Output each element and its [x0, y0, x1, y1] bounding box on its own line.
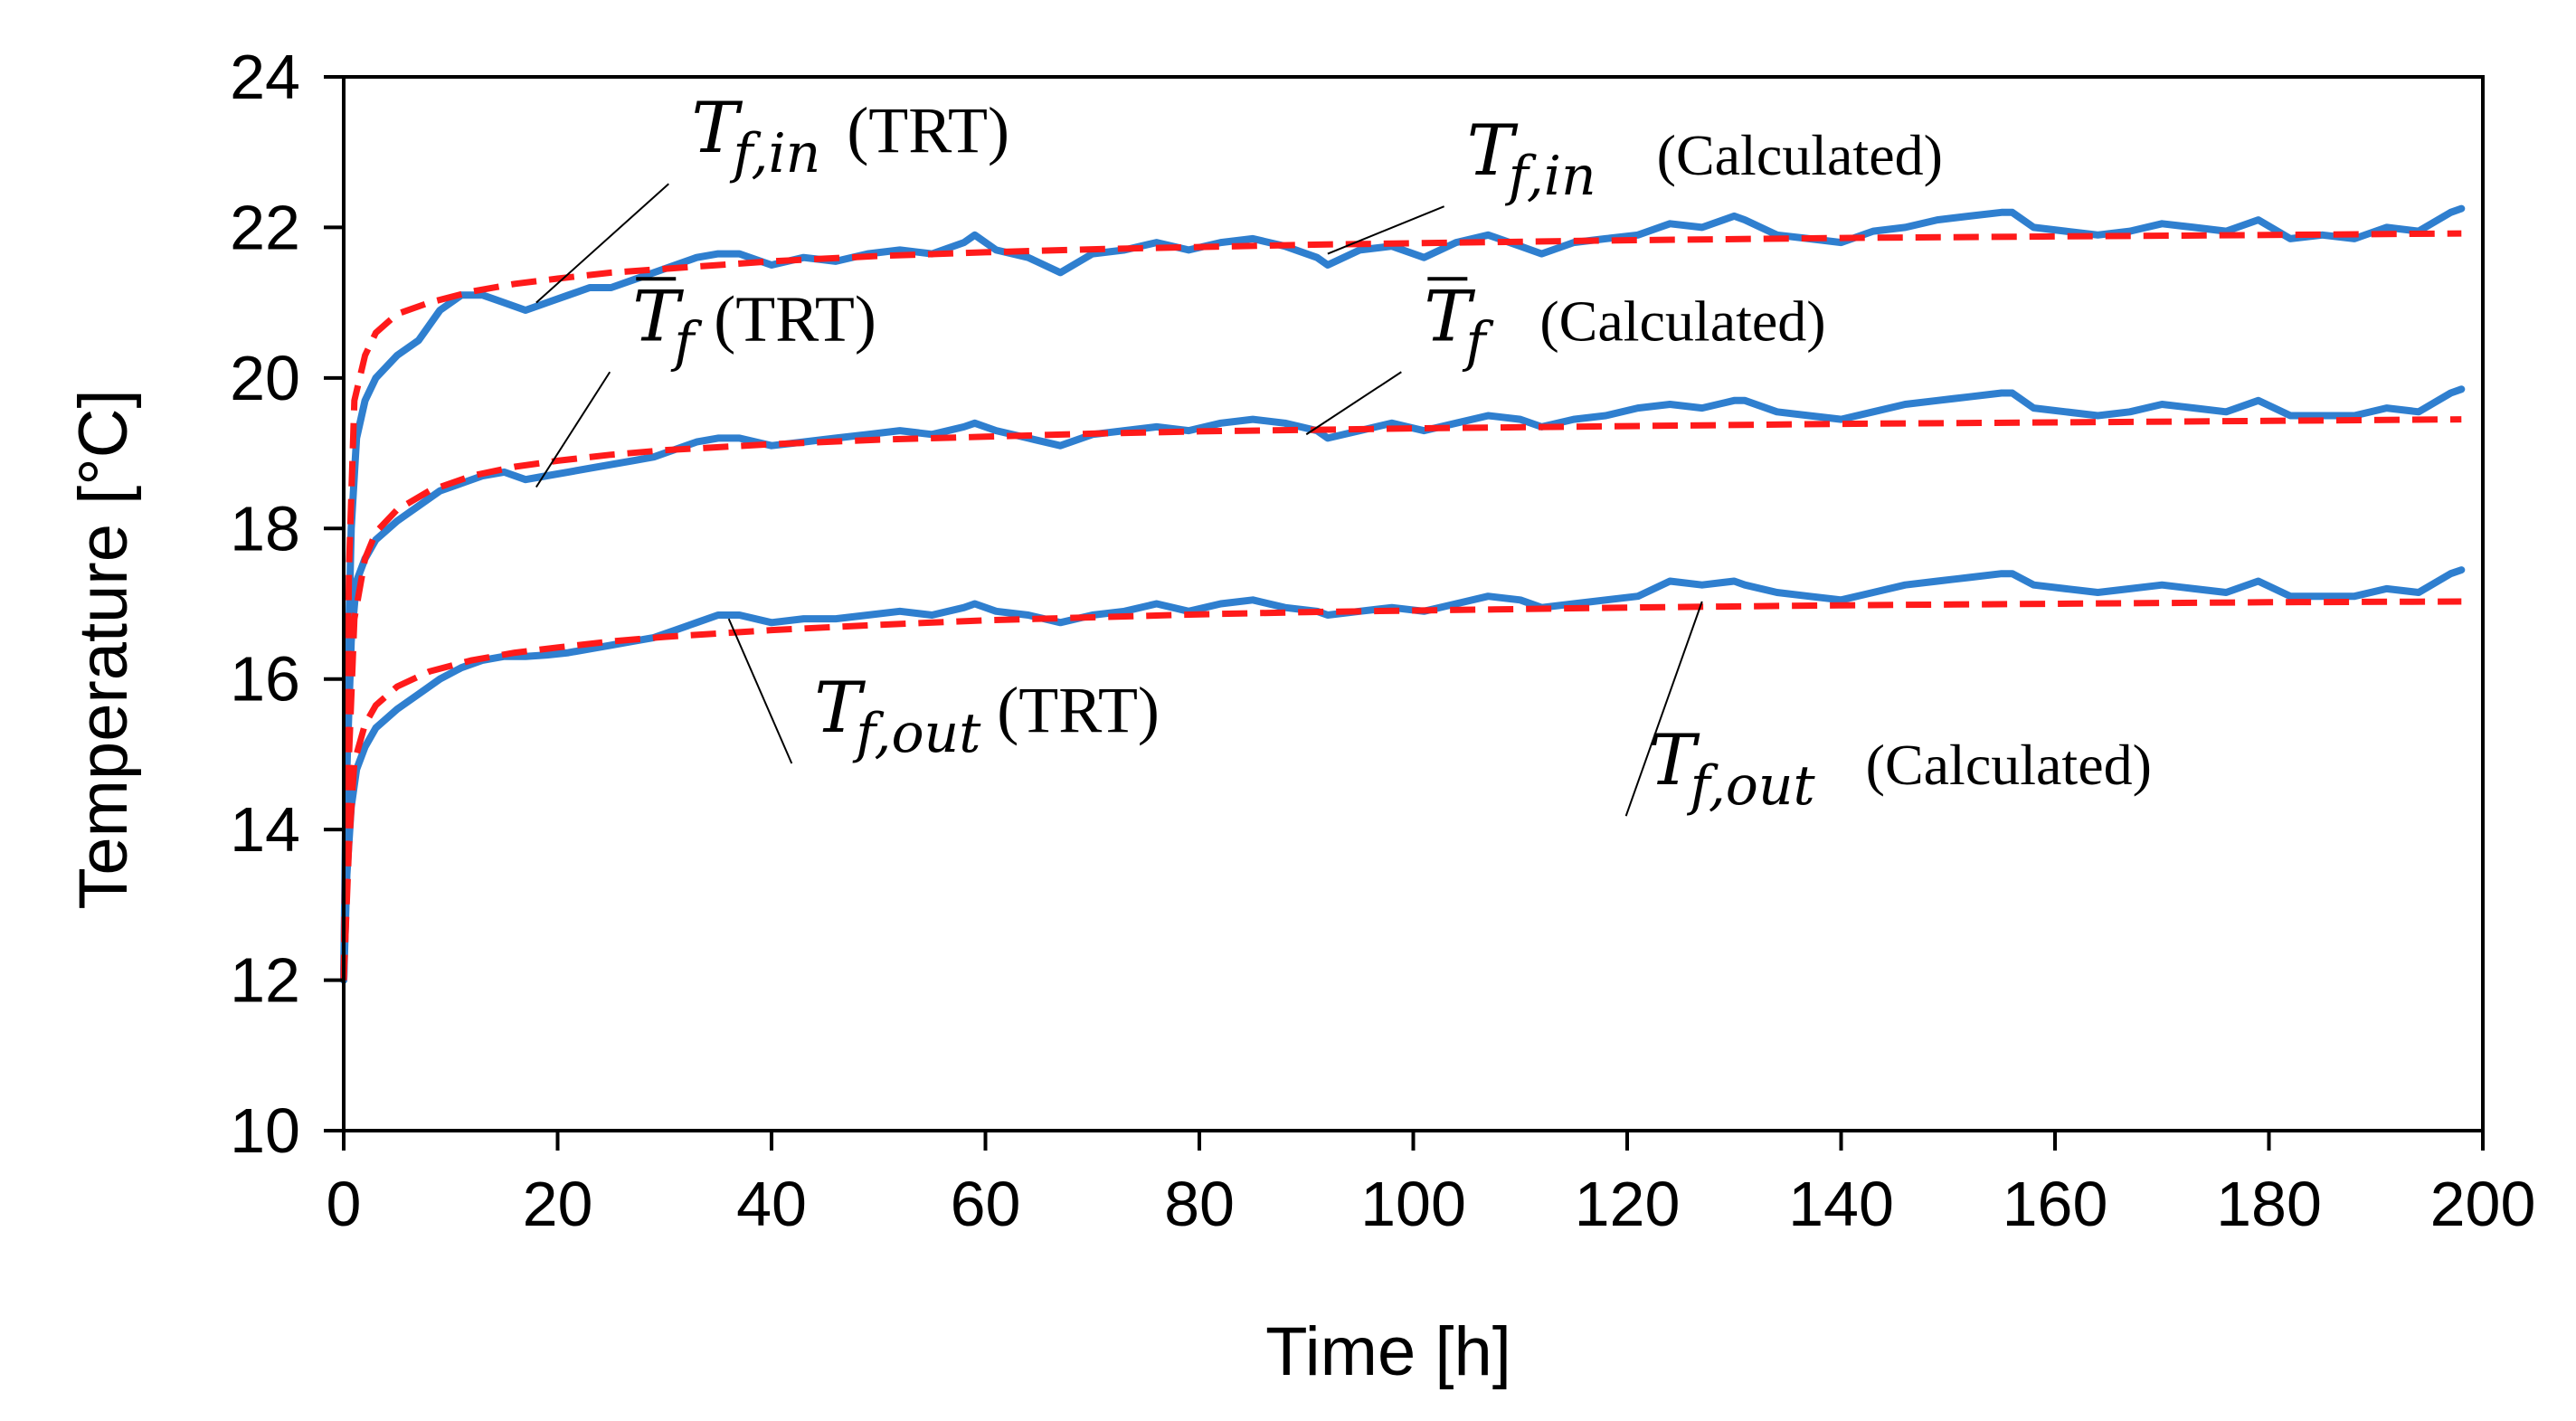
x-tick-label: 120: [1575, 1169, 1681, 1239]
annotation-tag: (TRT): [714, 282, 876, 355]
annotation-leader-line: [727, 618, 793, 764]
y-tick-label: 16: [230, 644, 300, 715]
annotation-tag: (Calculated): [1539, 289, 1825, 353]
x-tick-label: 40: [736, 1169, 807, 1239]
annotation-symbol: T: [814, 668, 866, 749]
annotation-symbol: T: [1467, 110, 1519, 192]
x-tick-label: 20: [523, 1169, 593, 1239]
y-tick-label: 24: [230, 42, 300, 112]
annotation-tf-trt: Tf (TRT): [535, 276, 876, 488]
annotation-subscript: f: [1462, 310, 1494, 374]
x-tick-label: 60: [951, 1169, 1021, 1239]
x-tick-label: 0: [327, 1169, 362, 1239]
series-line-t-f-trt: [340, 385, 2466, 984]
x-tick-label: 180: [2216, 1169, 2322, 1239]
annotation-tfin-trt: Tf,in (TRT): [535, 88, 1009, 304]
y-tick-label: 18: [230, 493, 300, 564]
series-line-t-f-calculated: [340, 416, 2462, 980]
x-tick-label: 80: [1164, 1169, 1235, 1239]
y-tick-label: 20: [230, 343, 300, 413]
annotation-subscript: f: [670, 310, 703, 374]
annotation-leader-line: [535, 371, 611, 488]
annotation-symbol: T: [632, 276, 684, 357]
x-axis-title: Time [h]: [1265, 1313, 1511, 1390]
annotation-symbol: T: [691, 88, 743, 169]
annotation-subscript: f,in: [729, 122, 820, 185]
annotation-leader-line: [1327, 205, 1445, 255]
annotation-tfout-calc: Tf,out (Calculated): [1624, 601, 2152, 818]
annotations: Tf,in (TRT) Tf,in (Calculated)Tf (TRT) Tf (Cal…: [535, 88, 2152, 818]
y-tick-label: 10: [230, 1095, 300, 1166]
annotation-tag: (TRT): [847, 94, 1009, 166]
x-tick-label: 140: [1788, 1169, 1894, 1239]
annotation-tf-calc: Tf (Calculated): [1305, 276, 1826, 436]
annotation-leader-line: [535, 183, 669, 304]
annotation-tag: (Calculated): [1866, 733, 2152, 797]
y-tick-label: 12: [230, 945, 300, 1016]
annotation-symbol: T: [1424, 276, 1475, 357]
series-line-t-f-in-calculated: [340, 230, 2462, 980]
annotation-symbol: T: [1649, 720, 1700, 801]
plot-area: [340, 204, 2466, 984]
annotation-leader-line: [1624, 601, 1703, 817]
x-tick-label: 200: [2430, 1169, 2536, 1239]
y-tick-label: 22: [230, 192, 300, 262]
x-tick-label: 160: [2003, 1169, 2108, 1239]
annotation-leader-line: [1305, 371, 1402, 436]
axes: 0 20 40 60 80 100 120 140 160 180 200 10 12 14 16 18 20 2…: [230, 42, 2535, 1239]
annotation-tfout-trt: Tf,out (TRT): [727, 618, 1160, 765]
series-line-t-f-out-trt: [340, 566, 2466, 984]
annotation-tag: (Calculated): [1657, 123, 1943, 187]
x-tick-label: 100: [1360, 1169, 1466, 1239]
annotation-subscript: f,out: [852, 702, 981, 765]
annotation-tag: (TRT): [997, 674, 1160, 746]
annotation-subscript: f,out: [1687, 754, 1816, 818]
annotation-tfin-calc: Tf,in (Calculated): [1327, 110, 1943, 255]
y-axis-title: Temperature [°C]: [65, 389, 142, 909]
y-tick-label: 14: [230, 794, 300, 865]
annotation-subscript: f,in: [1505, 145, 1596, 208]
series-line-t-f-out-calculated: [340, 598, 2462, 980]
